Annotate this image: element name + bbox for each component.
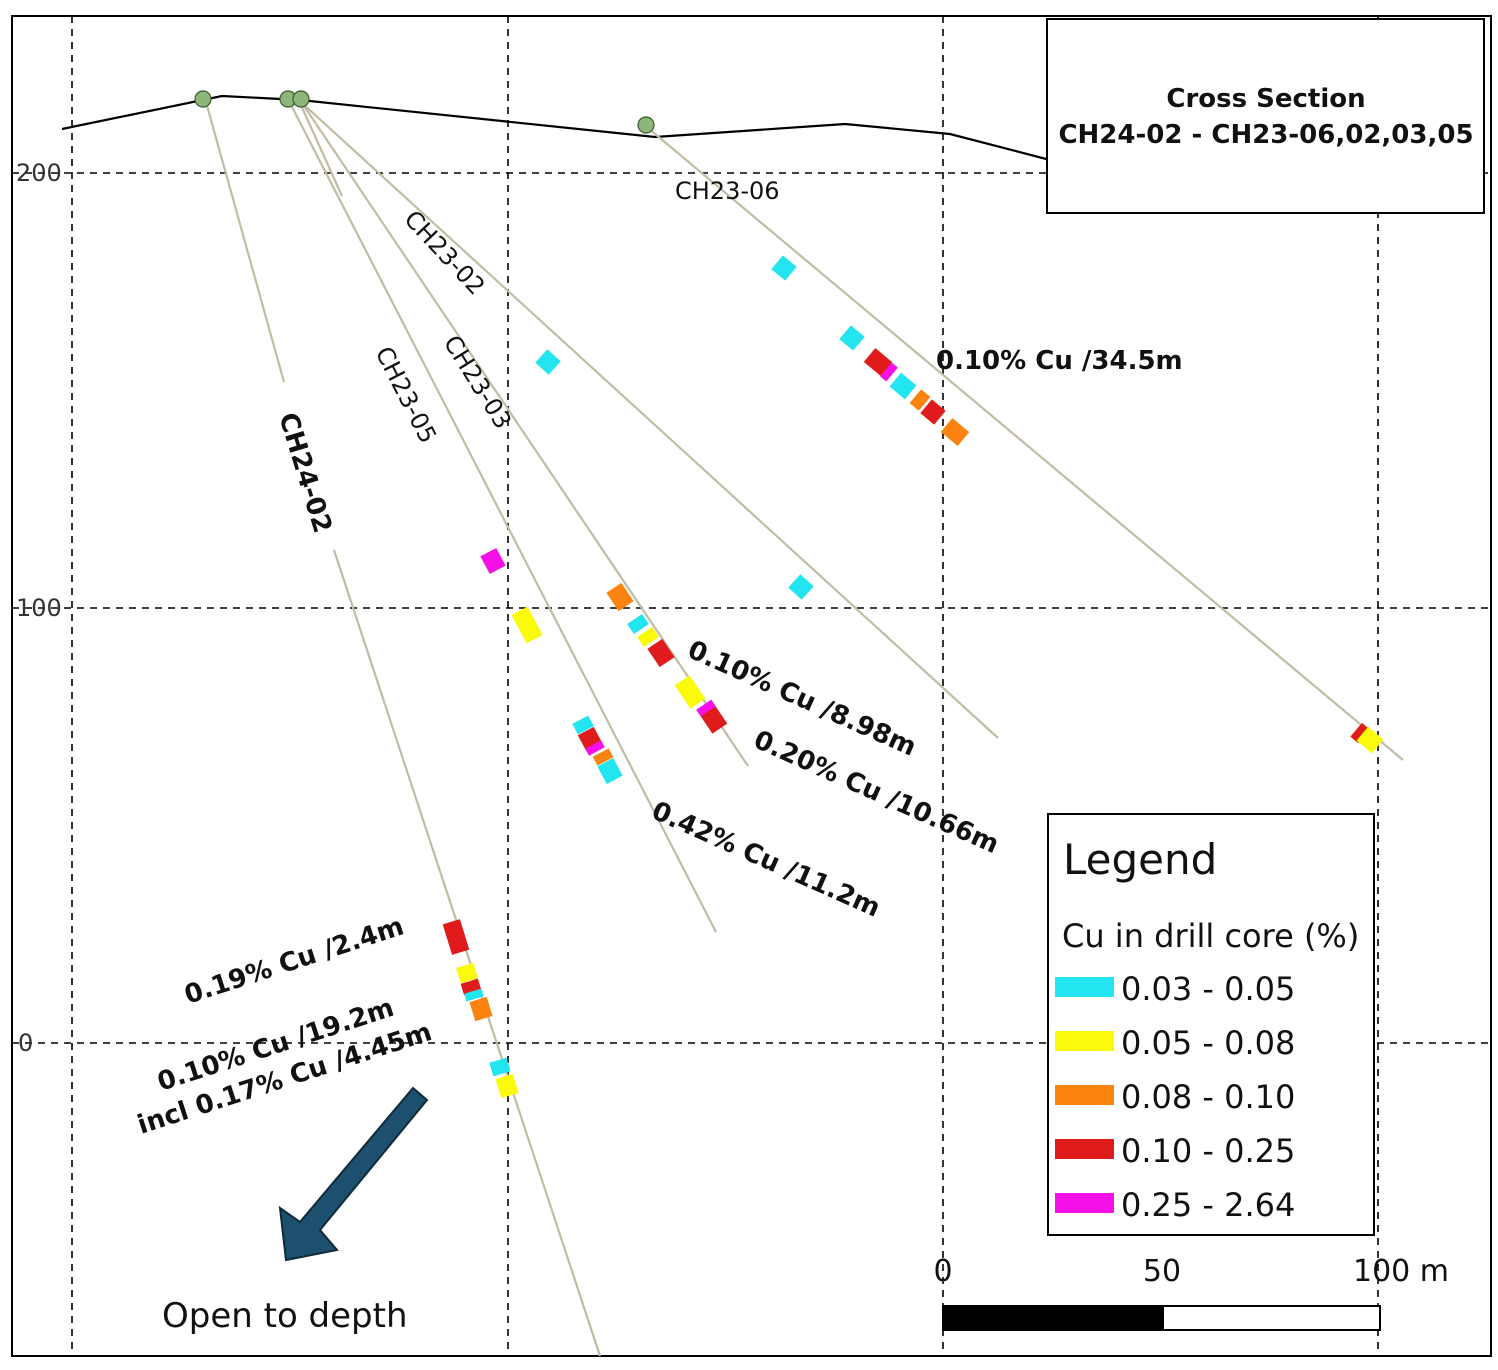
title-box xyxy=(1046,18,1485,214)
legend-swatch-2 xyxy=(1055,1085,1114,1105)
core-interval-18 xyxy=(696,699,716,717)
core-interval-23 xyxy=(585,740,605,756)
core-interval-14 xyxy=(637,626,659,648)
grid xyxy=(12,16,1491,1356)
core-interval-13 xyxy=(627,613,649,635)
legend-swatch-4 xyxy=(1055,1193,1114,1213)
scale-label-100m: 100 m xyxy=(1353,1254,1449,1289)
core-interval-16 xyxy=(674,675,706,709)
title-line-2: CH24-02 - CH23-06,02,03,05 xyxy=(1058,120,1473,150)
scale-label-50: 50 xyxy=(1143,1254,1181,1289)
legend-label-1: 0.05 - 0.08 xyxy=(1121,1024,1295,1062)
trace-ch23-02 xyxy=(301,102,999,739)
core-interval-29 xyxy=(464,988,484,1002)
core-interval-2 xyxy=(863,348,893,376)
legend-subtitle: Cu in drill core (%) xyxy=(1062,917,1359,955)
legend-box xyxy=(1047,813,1375,1236)
title-line-1: Cross Section xyxy=(1166,84,1365,114)
core-interval-3 xyxy=(880,362,898,382)
legend-label-3: 0.10 - 0.25 xyxy=(1121,1132,1295,1170)
topography-line xyxy=(61,94,1051,162)
map-frame xyxy=(11,15,1492,1357)
core-interval-25 xyxy=(597,757,623,785)
core-interval-26 xyxy=(442,919,470,955)
legend-swatch-0 xyxy=(1055,977,1114,997)
hole-label-ch23-02: CH23-02 xyxy=(399,205,491,301)
collar-ch23-06 xyxy=(637,116,655,134)
intercept-label-ch23-05: 0.42% Cu /11.2m xyxy=(647,796,885,924)
core-interval-1 xyxy=(839,325,865,351)
core-interval-20 xyxy=(511,606,543,644)
scale-bar-white xyxy=(1162,1305,1381,1331)
trace-ch23-03 xyxy=(301,102,749,767)
core-interval-9 xyxy=(1356,726,1384,754)
trace-ch23-06 xyxy=(647,127,1404,761)
core-interval-21 xyxy=(572,715,594,735)
scale-label-0: 0 xyxy=(933,1254,952,1289)
core-interval-12 xyxy=(606,582,634,612)
core-interval-7 xyxy=(940,418,970,446)
collar-ch23-02 xyxy=(292,90,310,108)
intercept-label-ch23-06: 0.10% Cu /34.5m xyxy=(936,346,1183,376)
legend-swatch-1 xyxy=(1055,1031,1114,1051)
core-intervals xyxy=(442,255,1384,1099)
collars xyxy=(194,90,655,134)
trace-ch24-02-upper xyxy=(204,101,286,383)
core-interval-31 xyxy=(489,1057,511,1077)
depth-arrow xyxy=(278,1086,429,1262)
elevation-label-0: 0 xyxy=(18,1029,33,1057)
core-interval-6 xyxy=(920,399,946,425)
core-interval-32 xyxy=(495,1073,519,1099)
core-interval-19 xyxy=(480,547,506,575)
intercept-label-ch24-02-a: 0.19% Cu /2.4m xyxy=(181,912,408,1011)
core-interval-27 xyxy=(456,962,478,984)
legend-title: Legend xyxy=(1063,835,1217,884)
core-interval-10 xyxy=(535,349,561,375)
hole-label-ch23-03: CH23-03 xyxy=(438,330,517,433)
core-interval-11 xyxy=(788,574,814,600)
scale-bar: 0 50 100 m xyxy=(933,1254,1449,1331)
hole-label-ch24-02: CH24-02 xyxy=(272,409,337,536)
collar-ch24-02 xyxy=(194,90,212,108)
core-interval-4 xyxy=(889,372,917,400)
legend-label-2: 0.08 - 0.10 xyxy=(1121,1078,1295,1116)
core-interval-0 xyxy=(771,255,797,281)
trace-ch24-02-lower xyxy=(332,549,602,1357)
drill-traces xyxy=(204,101,1404,1357)
core-interval-5 xyxy=(909,389,931,411)
trace-ch23-05-stub xyxy=(298,102,344,197)
core-interval-30 xyxy=(469,996,493,1022)
legend-swatch-3 xyxy=(1055,1139,1114,1159)
core-interval-24 xyxy=(592,748,614,766)
arrow-icon xyxy=(278,1086,429,1262)
open-to-depth-label: Open to depth xyxy=(162,1296,408,1336)
scale-bar-black xyxy=(942,1305,1164,1331)
legend-label-0: 0.03 - 0.05 xyxy=(1121,970,1295,1008)
elevation-label-100: 100 xyxy=(16,594,62,622)
legend-items: 0.03 - 0.05 0.05 - 0.08 0.08 - 0.10 0.10 - … xyxy=(1055,970,1295,1224)
hole-label-ch23-05: CH23-05 xyxy=(370,342,442,448)
hole-label-ch23-06: CH23-06 xyxy=(675,177,780,205)
core-interval-8 xyxy=(1350,722,1370,744)
elevation-label-200: 200 xyxy=(16,159,62,187)
core-interval-15 xyxy=(647,638,675,668)
trace-ch23-05 xyxy=(289,102,717,933)
legend-label-4: 0.25 - 2.64 xyxy=(1121,1186,1295,1224)
